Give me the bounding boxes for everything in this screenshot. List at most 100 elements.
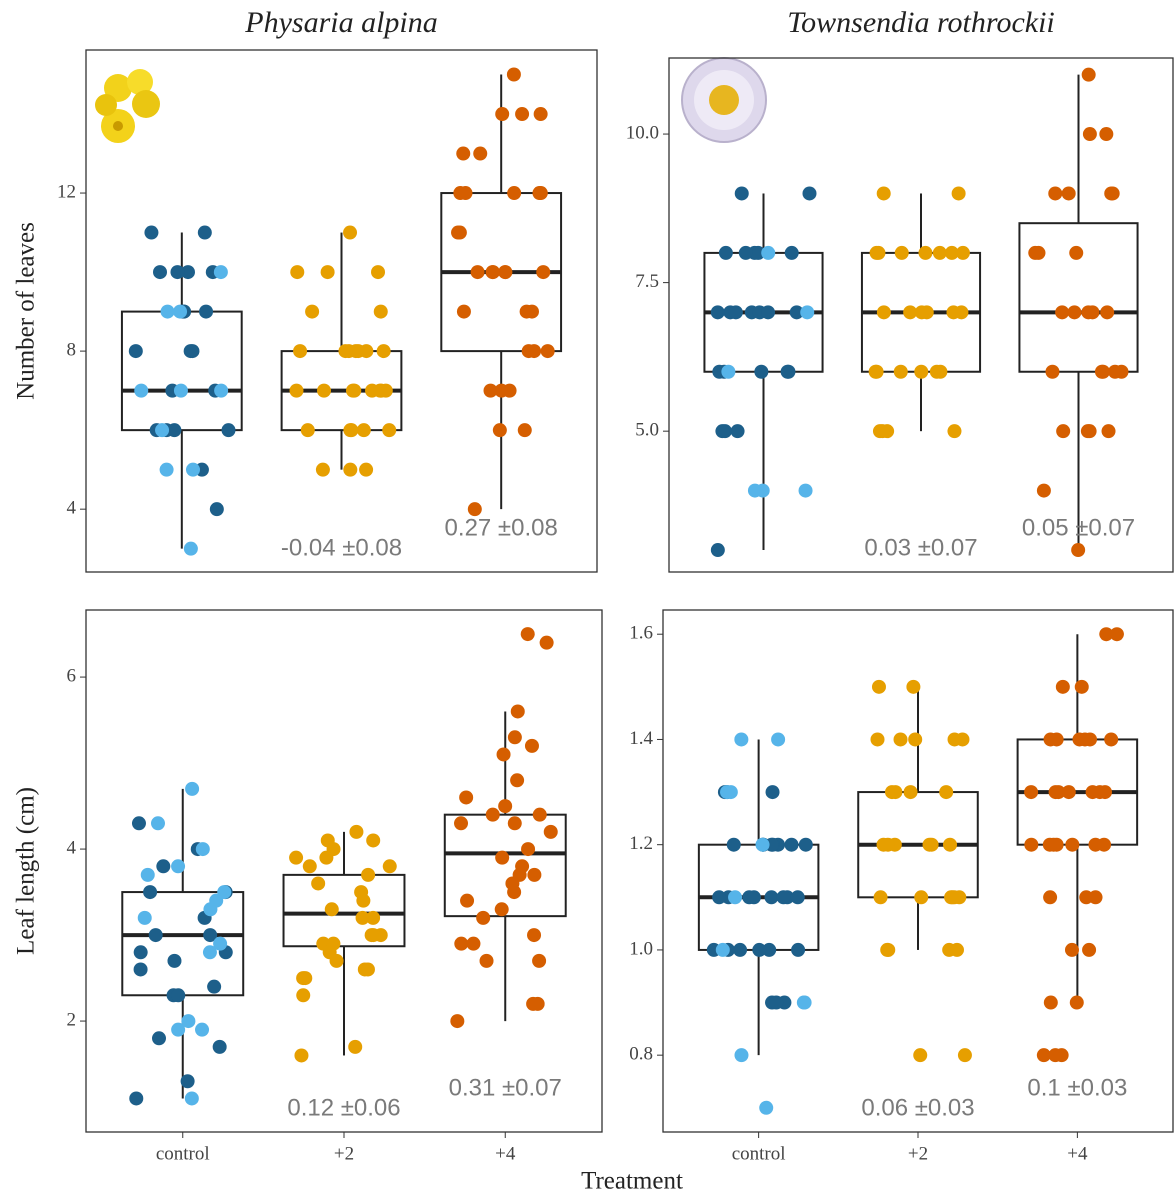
point: [303, 859, 317, 873]
point: [947, 424, 961, 438]
annotation: 0.06 ±0.03: [861, 1094, 974, 1121]
point: [495, 902, 509, 916]
point: [366, 833, 380, 847]
point: [494, 384, 508, 398]
point: [480, 954, 494, 968]
point: [1067, 305, 1081, 319]
y-tick-label: 0.8: [629, 1044, 653, 1065]
x-tick-label: control: [732, 1143, 786, 1164]
point: [534, 186, 548, 200]
point: [1106, 186, 1120, 200]
point: [366, 928, 380, 942]
point: [1062, 186, 1076, 200]
point: [1099, 627, 1113, 641]
point: [515, 107, 529, 121]
point: [493, 423, 507, 437]
x-tick-label: control: [156, 1143, 210, 1164]
point: [457, 305, 471, 319]
point: [785, 246, 799, 260]
point: [294, 1048, 308, 1062]
point: [156, 859, 170, 873]
point: [151, 816, 165, 830]
point: [495, 107, 509, 121]
point: [766, 785, 780, 799]
point: [915, 305, 929, 319]
point: [518, 423, 532, 437]
point: [532, 954, 546, 968]
point: [1056, 680, 1070, 694]
point: [1093, 785, 1107, 799]
point: [731, 424, 745, 438]
point: [495, 851, 509, 865]
y-tick-label: 8: [67, 339, 77, 360]
point: [290, 265, 304, 279]
point: [1065, 838, 1079, 852]
point: [171, 859, 185, 873]
point: [349, 825, 363, 839]
point: [729, 305, 743, 319]
point: [507, 186, 521, 200]
point: [894, 365, 908, 379]
y-tick-label: 4: [67, 498, 77, 519]
point: [952, 186, 966, 200]
point: [203, 945, 217, 959]
point: [460, 894, 474, 908]
point: [800, 305, 814, 319]
x-tick-label: +2: [908, 1143, 928, 1164]
point: [361, 868, 375, 882]
point: [1044, 996, 1058, 1010]
point: [906, 680, 920, 694]
annotation: 0.31 ±0.07: [449, 1074, 562, 1101]
point: [129, 1091, 143, 1105]
point: [764, 890, 778, 904]
point: [1075, 680, 1089, 694]
point: [296, 988, 310, 1002]
y-axis-label: Leaf length (cm): [13, 787, 40, 955]
point: [222, 423, 236, 437]
point: [377, 344, 391, 358]
point: [1083, 127, 1097, 141]
point: [454, 816, 468, 830]
point: [754, 365, 768, 379]
point: [950, 943, 964, 957]
point: [877, 186, 891, 200]
point: [1055, 305, 1069, 319]
point: [748, 484, 762, 498]
point: [346, 384, 360, 398]
point: [144, 226, 158, 240]
point: [1089, 890, 1103, 904]
point: [914, 890, 928, 904]
point: [1070, 996, 1084, 1010]
point: [527, 928, 541, 942]
point: [1099, 127, 1113, 141]
y-axis-label: Number of leaves: [13, 222, 40, 400]
point: [508, 730, 522, 744]
point: [343, 463, 357, 477]
daisy-icon: [682, 58, 766, 142]
point: [134, 962, 148, 976]
point: [366, 911, 380, 925]
point: [330, 954, 344, 968]
point: [343, 226, 357, 240]
y-tick-label: 1.2: [629, 833, 653, 854]
point: [541, 344, 555, 358]
point: [134, 945, 148, 959]
point: [756, 838, 770, 852]
point: [338, 344, 352, 358]
point: [874, 890, 888, 904]
point: [129, 344, 143, 358]
point: [871, 732, 885, 746]
point: [715, 424, 729, 438]
point: [540, 636, 554, 650]
point: [1081, 305, 1095, 319]
point: [471, 265, 485, 279]
point: [747, 890, 761, 904]
point: [486, 265, 500, 279]
point: [1104, 732, 1118, 746]
point: [797, 996, 811, 1010]
point: [947, 890, 961, 904]
point: [1024, 838, 1038, 852]
point: [184, 542, 198, 556]
point: [1062, 785, 1076, 799]
point: [1082, 943, 1096, 957]
